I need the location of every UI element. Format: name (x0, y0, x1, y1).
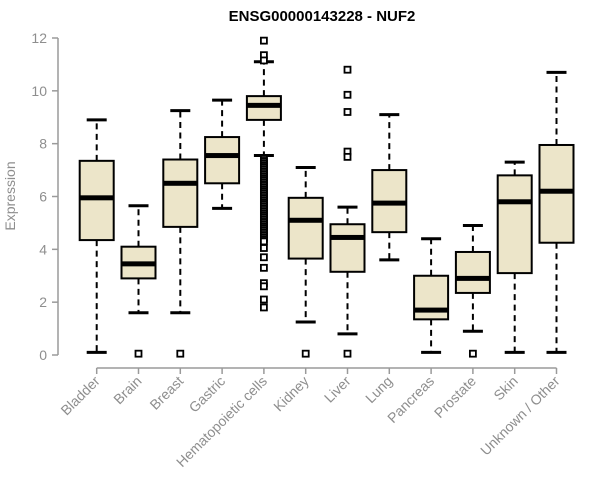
outlier-liver (343, 152, 352, 161)
median-brain (121, 261, 156, 267)
median-hematopoietic-cells (246, 102, 281, 108)
median-lung (372, 200, 407, 206)
box-bladder (78, 159, 115, 242)
outlier-hematopoietic-cells (259, 282, 268, 291)
x-tick-label-lung: Lung (362, 373, 395, 406)
box-unknown-other (538, 143, 575, 244)
boxplot-group-breast (162, 109, 199, 358)
boxplot-group-brain (120, 204, 157, 358)
outlier-hematopoietic-cells (259, 263, 268, 272)
outlier-hematopoietic-cells (259, 295, 268, 304)
x-tick-label-bladder: Bladder (57, 373, 103, 419)
boxplot-group-gastric (204, 98, 241, 210)
y-tick-label-6: 6 (39, 189, 47, 205)
outlier-hematopoietic-cells (259, 303, 268, 312)
boxplot-group-liver (329, 65, 366, 358)
outlier-kidney (301, 349, 310, 358)
outlier-brain (134, 349, 143, 358)
outlier-breast (176, 349, 185, 358)
boxplot-group-skin (496, 160, 533, 354)
box-liver (329, 223, 366, 273)
x-tick-label-brain: Brain (110, 373, 144, 407)
median-liver (330, 234, 365, 240)
outlier-liver (343, 90, 352, 99)
outlier-prostate (468, 349, 477, 358)
box-skin (496, 174, 533, 275)
median-pancreas (414, 307, 449, 313)
boxplot-group-bladder (78, 118, 115, 354)
median-unknown-other (539, 188, 574, 194)
outlier-hematopoietic-cells (259, 56, 268, 65)
y-tick-label-2: 2 (39, 294, 47, 310)
y-tick-label-0: 0 (39, 347, 47, 363)
box-pancreas (413, 274, 450, 321)
box-hematopoietic-cells (245, 95, 282, 121)
x-tick-label-unknown-other: Unknown / Other (477, 373, 563, 459)
median-gastric (205, 153, 240, 159)
box-prostate (454, 250, 491, 294)
y-axis-label: Expression (2, 161, 18, 230)
boxplot-group-kidney (287, 165, 324, 358)
x-tick-label-prostate: Prostate (431, 373, 479, 421)
chart-title: ENSG00000143228 - NUF2 (229, 8, 416, 25)
boxplot-group-lung (371, 113, 408, 262)
boxplot-group-unknown-other (538, 70, 575, 354)
boxplot-group-pancreas (413, 237, 450, 354)
outlier-liver (343, 108, 352, 116)
y-tick-label-12: 12 (31, 30, 47, 46)
y-tick-label-10: 10 (31, 83, 47, 99)
outlier-hematopoietic-cells (259, 36, 268, 45)
y-tick-label-8: 8 (39, 136, 47, 152)
x-tick-label-breast: Breast (146, 373, 186, 413)
x-tick-label-liver: Liver (321, 373, 354, 406)
box-gastric (204, 136, 241, 185)
x-tick-label-skin: Skin (490, 373, 521, 404)
boxplot-group-hematopoietic-cells (245, 36, 282, 312)
x-tick-label-kidney: Kidney (270, 373, 312, 415)
outlier-liver (343, 349, 352, 358)
outlier-hematopoietic-cells (259, 244, 268, 252)
median-skin (497, 199, 532, 205)
median-bladder (79, 195, 114, 201)
y-tick-label-4: 4 (39, 241, 47, 257)
outlier-liver (343, 65, 352, 74)
median-breast (163, 180, 198, 186)
median-kidney (288, 217, 323, 223)
box-breast (162, 158, 199, 228)
outlier-hematopoietic-cells (259, 253, 268, 262)
box-kidney (287, 196, 324, 260)
outlier-hematopoietic-cells (259, 237, 268, 246)
boxplot-group-prostate (454, 224, 491, 358)
median-prostate (455, 275, 490, 281)
